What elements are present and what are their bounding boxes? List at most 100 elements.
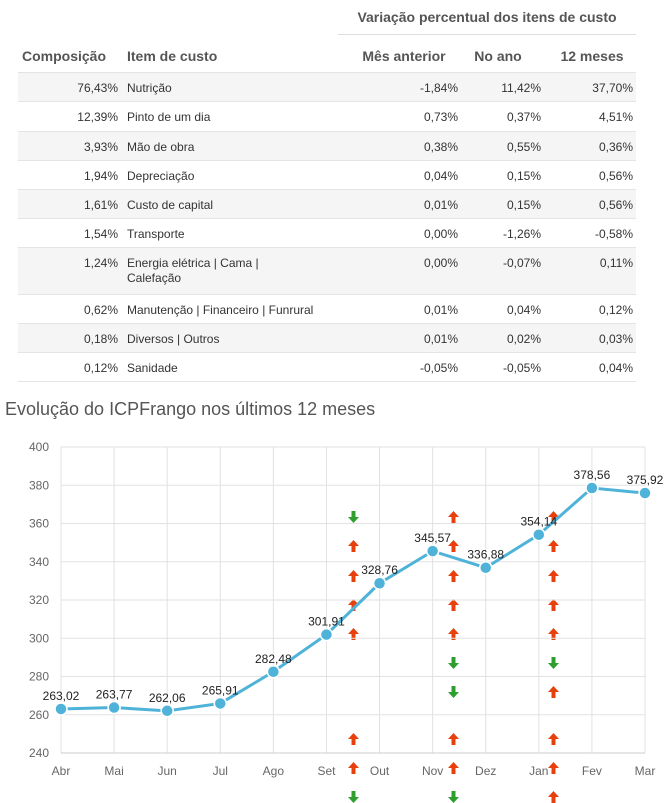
x-tick-label: Dez [475,764,496,778]
cell-item: Energia elétrica | Cama | Calefação [127,256,352,286]
cell-12-meses-value: 0,04% [598,361,633,375]
data-point [372,576,387,590]
cell-no-ano: 11,42% [448,81,541,523]
data-point [532,527,546,542]
cell-composicao-value: 76,43% [77,81,118,95]
cell-composicao-value: 1,94% [83,169,118,183]
arrow-down-icon [548,657,559,669]
y-tick-label: 360 [29,517,49,531]
y-tick-label: 300 [29,631,49,645]
x-tick-label: Mai [104,764,123,778]
arrow-up-icon [548,511,559,523]
header-item: Item de custo [127,48,218,64]
header-no-ano: No ano [474,48,522,64]
cell-item-line1: Diversos | Outros [127,332,220,346]
cell-mes-anterior-value: -0,05% [419,361,458,375]
cell-item-line1: Depreciação [127,169,195,183]
data-point [425,544,440,558]
cell-12-meses-value: 0,36% [598,140,633,154]
data-point [638,486,652,500]
cell-12-meses: 0,56% [548,198,633,640]
data-point [319,627,334,642]
y-tick-label: 400 [29,440,49,454]
table-bottom-border [18,381,636,382]
cell-no-ano: -0,07% [448,256,541,698]
cell-composicao: 0,12% [18,361,118,376]
arrow-up-icon [448,540,459,552]
cell-12-meses-value: 0,12% [598,303,633,317]
cell-mes-anterior: 0,00% [348,256,458,271]
table-row: 0,62% Manutenção | Financeiro | Funrural 0… [18,294,636,745]
cell-no-ano: 0,04% [448,303,541,745]
cell-item-line1: Custo de capital [127,198,214,212]
data-point [478,560,493,575]
x-tick-label: Nov [422,764,443,778]
cell-no-ano: -0,05% [448,361,541,803]
cell-12-meses-value: 4,51% [598,110,633,124]
data-label: 354,14 [520,515,557,529]
cell-item-line1: Mão de obra [127,140,195,154]
cell-mes-anterior: -1,84% [348,81,458,523]
y-tick-label: 280 [29,670,49,684]
cell-no-ano-value: 0,15% [506,198,541,212]
cell-item-line2: Calefação [127,271,182,285]
data-point [585,481,599,495]
arrow-up-icon [448,628,459,640]
cell-12-meses: 0,11% [548,256,633,698]
cell-composicao: 0,18% [18,332,118,347]
cell-composicao: 0,62% [18,303,118,318]
cell-12-meses-value: 37,70% [592,81,633,95]
y-tick-label: 340 [29,555,49,569]
arrow-up-icon [548,791,559,803]
cell-no-ano: 0,37% [448,110,541,552]
cell-mes-anterior-value: 0,00% [423,256,458,270]
cell-composicao-value: 1,24% [83,256,118,270]
table-row: 3,93% Mão de obra 0,38% 0,55% 0,36% [18,131,636,582]
data-label: 263,77 [96,688,133,702]
arrow-down-icon [448,657,459,669]
arrow-up-icon [348,599,359,611]
x-tick-label: Jul [213,764,228,778]
cell-no-ano-value: 11,42% [501,81,541,95]
cell-no-ano-value: 0,02% [506,332,541,346]
cell-12-meses: 4,51% [548,110,633,552]
cell-12-meses: 37,70% [548,81,633,523]
arrow-up-icon [548,540,559,552]
cell-mes-anterior-value: -1,84% [419,81,458,95]
line-chart: 240 260 280 300 320 340 360 380 400 Abr Mai Jun Jul A… [29,440,664,778]
arrow-down-icon [448,686,459,698]
cell-mes-anterior: 0,01% [348,332,458,774]
cell-composicao-value: 0,12% [83,361,118,375]
cell-12-meses: 0,03% [548,332,633,774]
x-tick-label: Abr [52,764,71,778]
cell-item: Mão de obra [127,140,352,155]
cell-no-ano-value: 0,04% [506,303,541,317]
data-point [54,702,68,716]
arrow-up-icon [548,686,559,698]
cell-12-meses: 0,36% [548,140,633,582]
cell-no-ano: 0,15% [448,169,541,611]
table-row: 1,54% Transporte 0,00% -1,26% -0,58% [18,218,636,669]
arrow-up-icon [448,511,459,523]
y-tick-label: 260 [29,708,49,722]
x-tick-label: Mar [635,764,656,778]
cell-no-ano: 0,15% [448,198,541,640]
cell-item: Pinto de um dia [127,110,352,125]
cell-composicao-value: 1,54% [83,227,118,241]
series-line [60,486,646,713]
table-row: 0,18% Diversos | Outros 0,01% 0,02% 0,03% [18,323,636,774]
cell-no-ano-value: -0,07% [502,256,541,270]
arrow-up-icon [448,733,459,745]
cell-composicao-value: 0,18% [83,332,118,346]
cell-mes-anterior: 0,04% [348,169,458,611]
arrow-up-icon [548,628,559,640]
data-label: 378,56 [574,468,611,482]
arrow-up-icon [348,733,359,745]
data-point [107,700,121,715]
cell-composicao-value: 3,93% [83,140,118,154]
cell-composicao-value: 12,39% [77,110,118,124]
x-tick-label: Out [370,764,390,778]
table-row: 12,39% Pinto de um dia 0,73% 0,37% 4,51% [18,101,636,552]
cell-no-ano: -1,26% [448,227,541,669]
data-label: 375,92 [627,473,664,487]
